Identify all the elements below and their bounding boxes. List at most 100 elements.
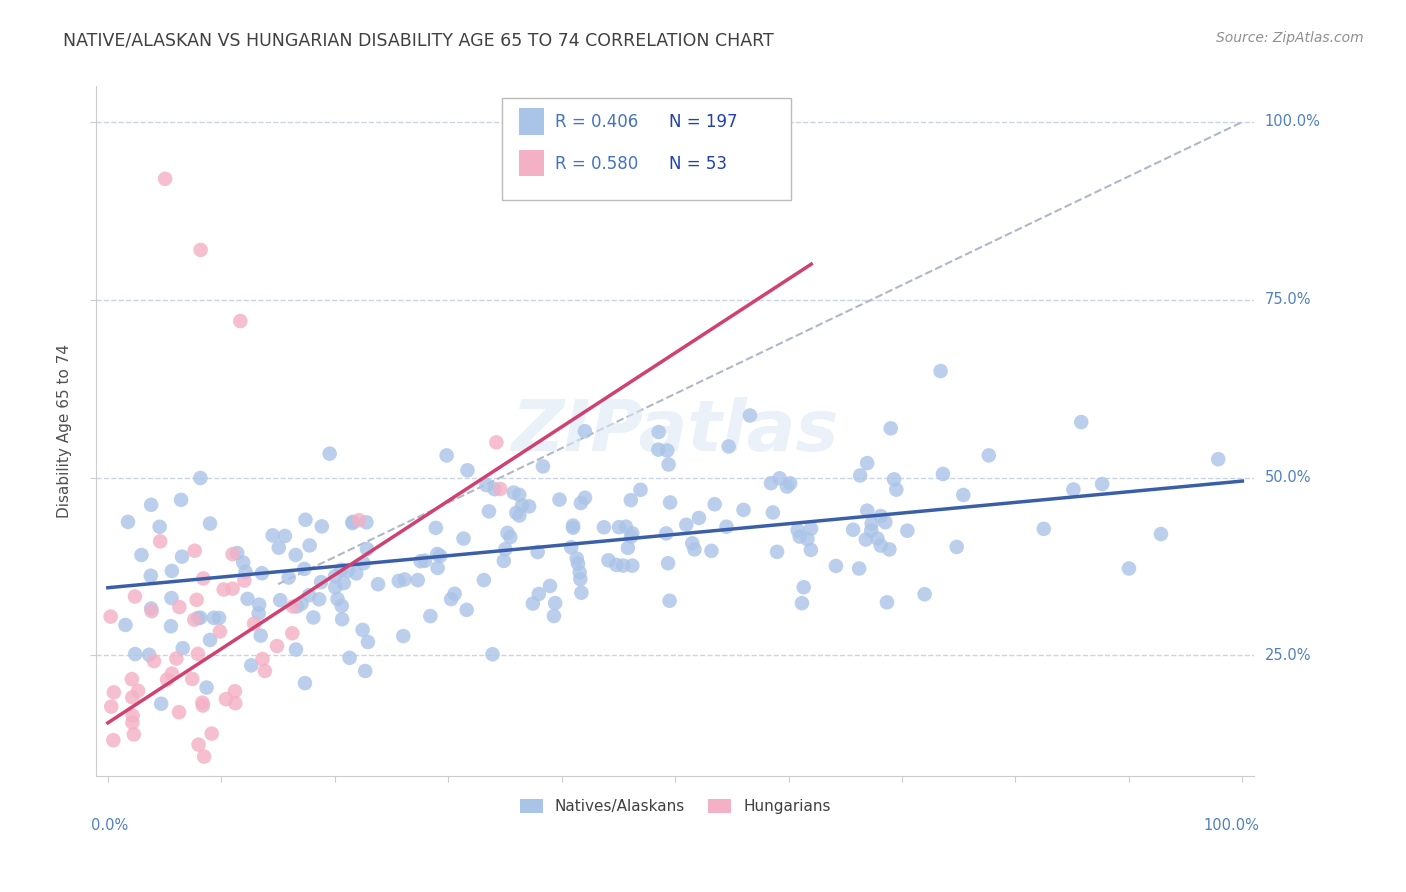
Point	[914, 587, 936, 601]
Point	[738, 409, 761, 423]
Point	[330, 599, 353, 613]
Point	[347, 513, 370, 527]
Point	[344, 566, 367, 581]
Point	[842, 523, 865, 537]
Point	[298, 588, 321, 602]
Point	[290, 597, 312, 611]
Point	[790, 596, 813, 610]
Point	[339, 650, 361, 665]
Point	[789, 530, 811, 544]
Point	[494, 542, 516, 557]
Point	[356, 542, 378, 557]
Point	[569, 572, 592, 586]
Point	[342, 515, 364, 529]
Point	[860, 524, 883, 538]
Point	[281, 599, 304, 614]
Point	[1118, 561, 1140, 575]
Point	[869, 539, 891, 553]
Point	[413, 554, 436, 568]
Point	[169, 600, 191, 615]
Point	[188, 611, 211, 625]
Point	[717, 440, 740, 454]
Point	[522, 597, 544, 611]
Point	[733, 503, 755, 517]
Point	[657, 443, 679, 458]
Point	[221, 547, 243, 561]
Point	[121, 708, 143, 723]
Point	[621, 526, 644, 541]
Point	[1070, 415, 1092, 429]
Point	[141, 601, 163, 615]
Point	[201, 726, 224, 740]
Point	[759, 476, 782, 491]
Point	[193, 749, 215, 764]
Point	[1062, 483, 1084, 497]
Point	[232, 556, 254, 570]
Point	[149, 520, 172, 534]
Point	[121, 690, 143, 705]
Point	[170, 492, 193, 507]
Point	[562, 521, 585, 535]
Point	[848, 561, 870, 575]
Point	[658, 458, 681, 472]
Point	[170, 549, 193, 564]
Point	[457, 463, 479, 477]
Point	[800, 522, 823, 536]
Point	[183, 613, 205, 627]
Point	[121, 715, 143, 730]
Point	[323, 569, 346, 583]
Point	[285, 599, 308, 614]
Text: NATIVE/ALASKAN VS HUNGARIAN DISABILITY AGE 65 TO 74 CORRELATION CHART: NATIVE/ALASKAN VS HUNGARIAN DISABILITY A…	[63, 31, 775, 49]
Point	[356, 516, 378, 530]
Point	[240, 658, 263, 673]
Point	[124, 590, 146, 604]
Point	[952, 488, 974, 502]
Point	[614, 519, 637, 533]
Point	[149, 534, 172, 549]
Point	[769, 471, 792, 485]
FancyBboxPatch shape	[519, 109, 544, 135]
Point	[284, 548, 307, 562]
Point	[330, 612, 353, 626]
Point	[977, 449, 1000, 463]
Text: 0.0%: 0.0%	[91, 818, 128, 832]
Point	[647, 442, 669, 457]
Point	[869, 509, 891, 524]
Point	[311, 519, 333, 533]
Text: N = 53: N = 53	[669, 154, 727, 173]
Text: N = 197: N = 197	[669, 112, 738, 130]
Point	[880, 421, 903, 435]
Point	[186, 592, 208, 607]
Point	[527, 587, 550, 601]
Point	[318, 447, 340, 461]
Text: 100.0%: 100.0%	[1265, 114, 1320, 129]
Point	[285, 642, 308, 657]
Point	[172, 641, 194, 656]
Point	[181, 672, 204, 686]
Point	[195, 681, 218, 695]
Point	[409, 554, 432, 568]
Point	[224, 684, 246, 698]
Point	[183, 543, 205, 558]
Point	[330, 563, 353, 577]
Point	[565, 551, 588, 566]
Point	[1091, 477, 1114, 491]
Point	[117, 515, 139, 529]
Point	[221, 582, 243, 596]
Point	[367, 577, 389, 591]
Point	[139, 498, 162, 512]
Point	[929, 364, 952, 378]
Point	[517, 500, 540, 514]
Point	[605, 558, 627, 572]
Point	[492, 554, 515, 568]
Point	[160, 666, 183, 681]
Point	[394, 573, 416, 587]
Point	[337, 564, 360, 578]
Point	[548, 492, 571, 507]
Point	[896, 524, 918, 538]
Point	[543, 609, 565, 624]
Point	[277, 570, 299, 584]
Point	[429, 549, 451, 563]
Point	[766, 545, 789, 559]
Point	[202, 611, 225, 625]
